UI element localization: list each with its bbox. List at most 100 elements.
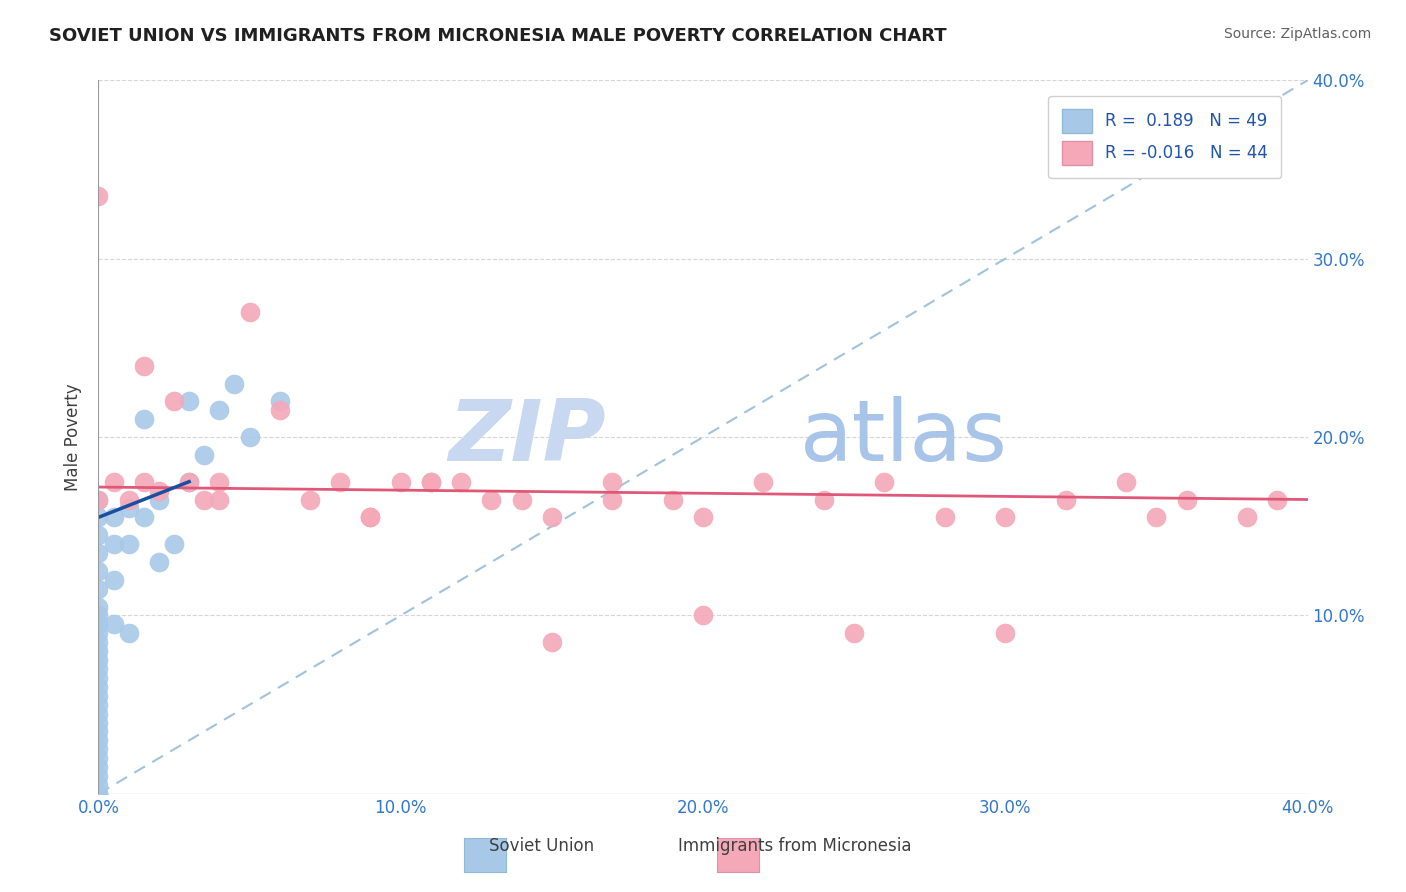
Point xyxy=(269,394,291,409)
Point xyxy=(87,778,110,792)
Point xyxy=(87,635,110,649)
Point xyxy=(540,635,562,649)
Point xyxy=(163,394,186,409)
Point xyxy=(481,492,503,507)
Point xyxy=(87,608,110,623)
Point xyxy=(87,599,110,614)
Point xyxy=(87,671,110,685)
Legend: R =  0.189   N = 49, R = -0.016   N = 44: R = 0.189 N = 49, R = -0.016 N = 44 xyxy=(1049,95,1281,178)
Point xyxy=(103,617,125,632)
Point xyxy=(132,510,155,524)
Point xyxy=(420,475,443,489)
Point xyxy=(87,564,110,578)
Point xyxy=(87,644,110,658)
Point xyxy=(239,430,262,444)
Point xyxy=(87,662,110,676)
Text: ZIP: ZIP xyxy=(449,395,606,479)
Point xyxy=(1115,475,1137,489)
Point xyxy=(87,680,110,694)
Point xyxy=(87,733,110,747)
Point xyxy=(87,492,110,507)
Text: Source: ZipAtlas.com: Source: ZipAtlas.com xyxy=(1223,27,1371,41)
Point xyxy=(692,510,714,524)
Point xyxy=(132,412,155,426)
Point xyxy=(193,448,215,462)
Point xyxy=(510,492,533,507)
Point xyxy=(844,626,866,640)
Point xyxy=(132,359,155,373)
Point xyxy=(360,510,382,524)
Point xyxy=(179,475,201,489)
Point xyxy=(87,787,110,801)
Point xyxy=(87,492,110,507)
Point xyxy=(239,305,262,319)
Y-axis label: Male Poverty: Male Poverty xyxy=(65,384,83,491)
Point xyxy=(329,475,352,489)
Point xyxy=(87,787,110,801)
Point xyxy=(269,403,291,417)
Point xyxy=(87,787,110,801)
Point xyxy=(752,475,775,489)
Point xyxy=(87,751,110,765)
Point xyxy=(118,626,141,640)
Point xyxy=(87,769,110,783)
Point xyxy=(1054,492,1077,507)
Point xyxy=(179,394,201,409)
Point xyxy=(87,742,110,756)
Point xyxy=(148,492,170,507)
Point xyxy=(193,492,215,507)
Point xyxy=(87,760,110,774)
Point xyxy=(87,189,110,203)
Point xyxy=(934,510,956,524)
Point xyxy=(87,653,110,667)
Point xyxy=(450,475,472,489)
Point xyxy=(87,510,110,524)
Point xyxy=(360,510,382,524)
Point xyxy=(813,492,835,507)
Point xyxy=(103,475,125,489)
Point xyxy=(87,689,110,703)
Point xyxy=(224,376,246,391)
Point xyxy=(103,510,125,524)
Point xyxy=(87,546,110,560)
Point xyxy=(389,475,412,489)
Point xyxy=(87,626,110,640)
Point xyxy=(132,475,155,489)
Point xyxy=(118,501,141,516)
Point xyxy=(994,510,1017,524)
Point xyxy=(1175,492,1198,507)
Point xyxy=(87,528,110,542)
Point xyxy=(148,555,170,569)
Point xyxy=(118,537,141,551)
Point xyxy=(208,403,231,417)
Point xyxy=(208,492,231,507)
Text: Soviet Union: Soviet Union xyxy=(489,837,593,855)
Text: atlas: atlas xyxy=(800,395,1008,479)
Point xyxy=(87,706,110,721)
Point xyxy=(692,608,714,623)
Point xyxy=(1236,510,1258,524)
Point xyxy=(87,617,110,632)
Point xyxy=(208,475,231,489)
Point xyxy=(103,537,125,551)
Point xyxy=(87,724,110,739)
Point xyxy=(420,475,443,489)
Point xyxy=(1267,492,1289,507)
Point xyxy=(540,510,562,524)
Point xyxy=(299,492,322,507)
Point xyxy=(1144,510,1167,524)
Point xyxy=(87,582,110,596)
Point xyxy=(148,483,170,498)
Point xyxy=(179,475,201,489)
Text: SOVIET UNION VS IMMIGRANTS FROM MICRONESIA MALE POVERTY CORRELATION CHART: SOVIET UNION VS IMMIGRANTS FROM MICRONES… xyxy=(49,27,946,45)
Point xyxy=(118,492,141,507)
Point xyxy=(87,715,110,730)
Point xyxy=(87,698,110,712)
Point xyxy=(602,492,624,507)
Point xyxy=(662,492,685,507)
Point xyxy=(602,475,624,489)
Point xyxy=(994,626,1017,640)
Point xyxy=(103,573,125,587)
Point xyxy=(873,475,896,489)
Point xyxy=(163,537,186,551)
